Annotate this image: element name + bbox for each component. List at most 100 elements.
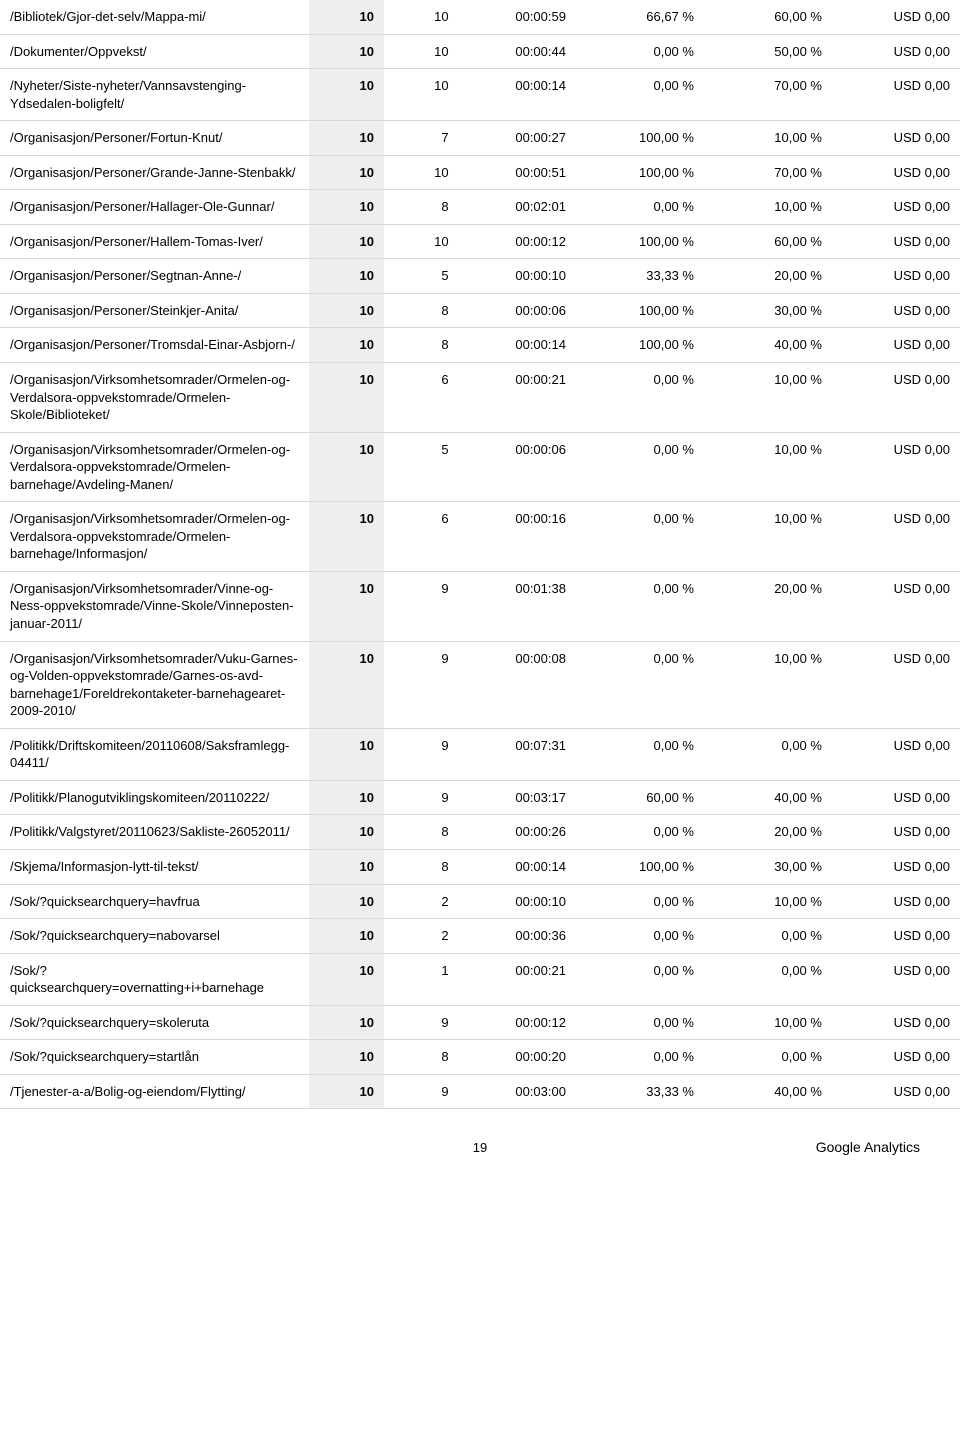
metric-a-cell: 10: [309, 34, 384, 69]
value-cell: USD 0,00: [832, 34, 960, 69]
metric-a-cell: 10: [309, 1005, 384, 1040]
avg-time-cell: 00:00:26: [459, 815, 576, 850]
page-path-cell: /Sok/?quicksearchquery=skoleruta: [0, 1005, 309, 1040]
pct-b-cell: 10,00 %: [704, 190, 832, 225]
pct-b-cell: 10,00 %: [704, 121, 832, 156]
pct-a-cell: 100,00 %: [576, 849, 704, 884]
metric-b-cell: 8: [384, 815, 459, 850]
metric-b-cell: 8: [384, 328, 459, 363]
table-row: /Organisasjon/Virksomhetsomrader/Vuku-Ga…: [0, 641, 960, 728]
pct-b-cell: 10,00 %: [704, 502, 832, 572]
page-path-cell: /Organisasjon/Personer/Segtnan-Anne-/: [0, 259, 309, 294]
metric-a-cell: 10: [309, 155, 384, 190]
metric-b-cell: 9: [384, 641, 459, 728]
avg-time-cell: 00:00:36: [459, 919, 576, 954]
value-cell: USD 0,00: [832, 432, 960, 502]
metric-a-cell: 10: [309, 1074, 384, 1109]
metric-a-cell: 10: [309, 259, 384, 294]
avg-time-cell: 00:00:12: [459, 224, 576, 259]
pct-b-cell: 40,00 %: [704, 1074, 832, 1109]
avg-time-cell: 00:00:14: [459, 849, 576, 884]
pct-b-cell: 60,00 %: [704, 224, 832, 259]
value-cell: USD 0,00: [832, 0, 960, 34]
avg-time-cell: 00:03:17: [459, 780, 576, 815]
table-row: /Organisasjon/Virksomhetsomrader/Vinne-o…: [0, 571, 960, 641]
pct-b-cell: 30,00 %: [704, 849, 832, 884]
table-row: /Organisasjon/Virksomhetsomrader/Ormelen…: [0, 502, 960, 572]
metric-b-cell: 5: [384, 259, 459, 294]
value-cell: USD 0,00: [832, 155, 960, 190]
page-path-cell: /Bibliotek/Gjor-det-selv/Mappa-mi/: [0, 0, 309, 34]
avg-time-cell: 00:00:16: [459, 502, 576, 572]
table-row: /Politikk/Driftskomiteen/20110608/Saksfr…: [0, 728, 960, 780]
page-path-cell: /Organisasjon/Personer/Fortun-Knut/: [0, 121, 309, 156]
metric-a-cell: 10: [309, 293, 384, 328]
page-path-cell: /Organisasjon/Personer/Hallem-Tomas-Iver…: [0, 224, 309, 259]
metric-b-cell: 9: [384, 1074, 459, 1109]
avg-time-cell: 00:00:20: [459, 1040, 576, 1075]
metric-a-cell: 10: [309, 953, 384, 1005]
metric-a-cell: 10: [309, 571, 384, 641]
pct-a-cell: 0,00 %: [576, 728, 704, 780]
pct-a-cell: 0,00 %: [576, 1040, 704, 1075]
metric-b-cell: 2: [384, 919, 459, 954]
table-row: /Organisasjon/Personer/Hallem-Tomas-Iver…: [0, 224, 960, 259]
avg-time-cell: 00:00:06: [459, 293, 576, 328]
footer-brand: Google Analytics: [627, 1139, 920, 1155]
page-path-cell: /Sok/?quicksearchquery=havfrua: [0, 884, 309, 919]
pct-a-cell: 33,33 %: [576, 1074, 704, 1109]
value-cell: USD 0,00: [832, 224, 960, 259]
pct-a-cell: 33,33 %: [576, 259, 704, 294]
metric-b-cell: 6: [384, 502, 459, 572]
metric-a-cell: 10: [309, 1040, 384, 1075]
metric-b-cell: 10: [384, 0, 459, 34]
metric-b-cell: 10: [384, 34, 459, 69]
pct-a-cell: 0,00 %: [576, 953, 704, 1005]
pct-a-cell: 0,00 %: [576, 641, 704, 728]
table-row: /Sok/?quicksearchquery=overnatting+i+bar…: [0, 953, 960, 1005]
value-cell: USD 0,00: [832, 502, 960, 572]
page-path-cell: /Tjenester-a-a/Bolig-og-eiendom/Flytting…: [0, 1074, 309, 1109]
pct-a-cell: 66,67 %: [576, 0, 704, 34]
metric-a-cell: 10: [309, 190, 384, 225]
metric-a-cell: 10: [309, 919, 384, 954]
pct-b-cell: 0,00 %: [704, 953, 832, 1005]
page-path-cell: /Politikk/Valgstyret/20110623/Sakliste-2…: [0, 815, 309, 850]
pct-a-cell: 100,00 %: [576, 121, 704, 156]
metric-a-cell: 10: [309, 121, 384, 156]
pct-a-cell: 100,00 %: [576, 155, 704, 190]
pct-b-cell: 40,00 %: [704, 780, 832, 815]
metric-b-cell: 8: [384, 849, 459, 884]
page-path-cell: /Organisasjon/Virksomhetsomrader/Vinne-o…: [0, 571, 309, 641]
value-cell: USD 0,00: [832, 849, 960, 884]
avg-time-cell: 00:00:14: [459, 69, 576, 121]
page-path-cell: /Politikk/Driftskomiteen/20110608/Saksfr…: [0, 728, 309, 780]
metric-a-cell: 10: [309, 884, 384, 919]
metric-b-cell: 8: [384, 190, 459, 225]
avg-time-cell: 00:00:12: [459, 1005, 576, 1040]
metric-b-cell: 8: [384, 1040, 459, 1075]
pct-a-cell: 0,00 %: [576, 1005, 704, 1040]
pct-b-cell: 20,00 %: [704, 815, 832, 850]
pct-b-cell: 10,00 %: [704, 1005, 832, 1040]
page-path-cell: /Organisasjon/Virksomhetsomrader/Vuku-Ga…: [0, 641, 309, 728]
value-cell: USD 0,00: [832, 641, 960, 728]
avg-time-cell: 00:00:08: [459, 641, 576, 728]
metric-a-cell: 10: [309, 780, 384, 815]
avg-time-cell: 00:00:59: [459, 0, 576, 34]
avg-time-cell: 00:00:44: [459, 34, 576, 69]
page-path-cell: /Organisasjon/Personer/Tromsdal-Einar-As…: [0, 328, 309, 363]
metric-b-cell: 10: [384, 69, 459, 121]
metric-b-cell: 7: [384, 121, 459, 156]
metric-a-cell: 10: [309, 432, 384, 502]
metric-b-cell: 9: [384, 571, 459, 641]
pct-b-cell: 10,00 %: [704, 641, 832, 728]
metric-b-cell: 1: [384, 953, 459, 1005]
metric-b-cell: 8: [384, 293, 459, 328]
value-cell: USD 0,00: [832, 919, 960, 954]
avg-time-cell: 00:02:01: [459, 190, 576, 225]
value-cell: USD 0,00: [832, 328, 960, 363]
metric-a-cell: 10: [309, 502, 384, 572]
pct-a-cell: 0,00 %: [576, 34, 704, 69]
pct-b-cell: 40,00 %: [704, 328, 832, 363]
